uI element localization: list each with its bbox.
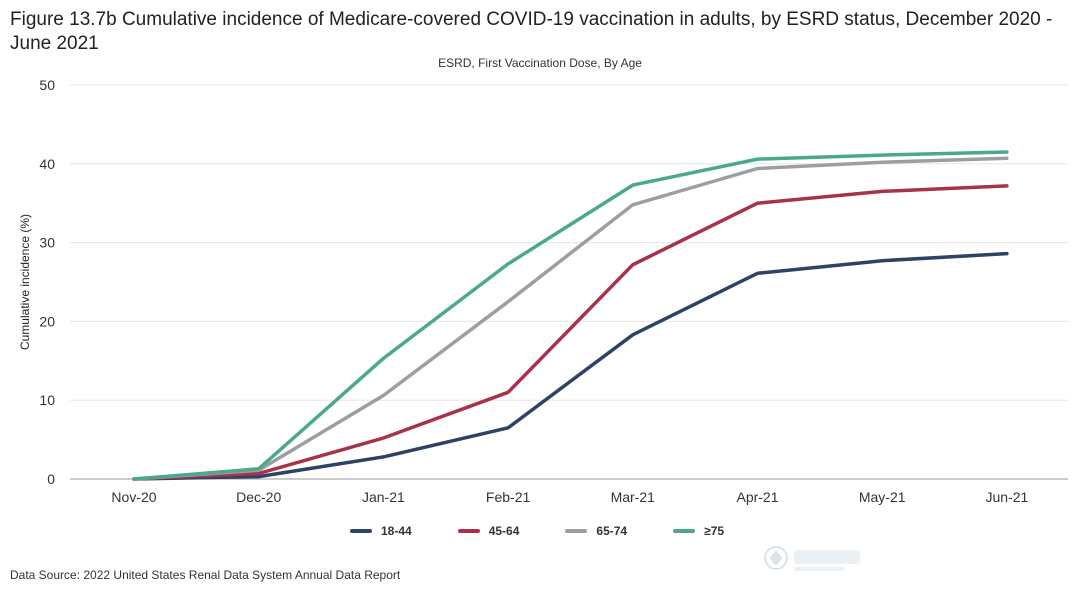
y-tick-label: 50	[39, 77, 55, 93]
y-tick-label: 40	[39, 156, 55, 172]
x-tick-label: Jun-21	[985, 489, 1028, 505]
y-tick-label: 0	[47, 471, 55, 487]
y-tick-label: 20	[39, 313, 55, 329]
x-tick-label: Mar-21	[611, 489, 656, 505]
x-tick-label: May-21	[859, 489, 906, 505]
y-tick-label: 30	[39, 235, 55, 251]
legend-label: ≥75	[704, 524, 725, 538]
legend-swatch	[673, 529, 696, 533]
legend-label: 65-74	[596, 524, 628, 538]
y-tick-labels: 0 10 20 30 40 50	[39, 77, 55, 487]
gridlines	[70, 84, 1068, 480]
series-line-65-74	[132, 156, 1009, 481]
legend-label: 45-64	[488, 524, 520, 538]
x-tick-label: Jan-21	[362, 489, 405, 505]
series-line-≥75	[132, 150, 1009, 481]
chart-title: Figure 13.7b Cumulative incidence of Med…	[10, 9, 1053, 54]
x-tick-label: Nov-20	[111, 489, 156, 505]
series-line-45-64	[132, 184, 1009, 481]
legend-swatch	[457, 529, 480, 533]
legend-item: ≥75	[673, 524, 724, 538]
chart-subtitle: ESRD, First Vaccination Dose, By Age	[438, 56, 642, 70]
x-tick-label: Apr-21	[736, 489, 778, 505]
legend: 18-44 45-64 65-74 ≥75	[350, 524, 770, 538]
x-tick-label: Feb-21	[486, 489, 531, 505]
legend-item: 18-44	[350, 524, 412, 538]
x-tick-label: Dec-20	[236, 489, 281, 505]
legend-label: 18-44	[381, 524, 412, 538]
legend-item: 45-64	[457, 524, 520, 538]
legend-item: 65-74	[565, 524, 627, 538]
legend-swatch	[350, 529, 372, 533]
data-source: Data Source: 2022 United States Renal Da…	[10, 568, 401, 582]
series-lines	[132, 150, 1009, 481]
series-line-18-44	[132, 251, 1009, 481]
x-tick-labels: Nov-20 Dec-20 Jan-21 Feb-21 Mar-21 Apr-21 May-…	[111, 489, 1028, 505]
y-tick-label: 10	[39, 392, 55, 408]
watermark-logo	[760, 540, 870, 581]
legend-swatch	[565, 529, 588, 533]
